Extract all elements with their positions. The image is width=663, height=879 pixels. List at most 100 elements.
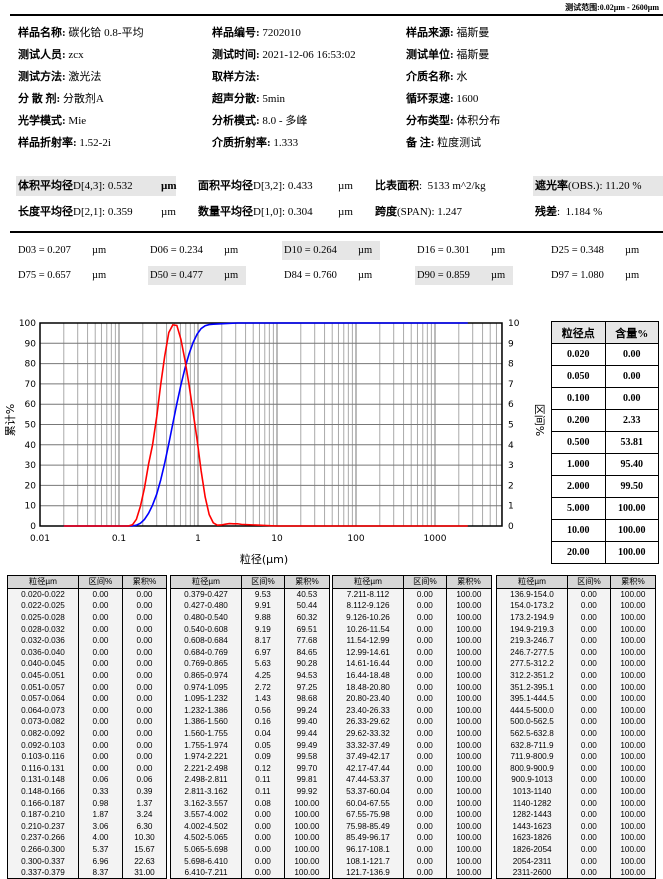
interval-pct: 0.00 <box>567 855 611 867</box>
cumulative-pct: 0.00 <box>136 589 153 599</box>
stat-span: 跨度(SPAN): 1.247 <box>375 206 463 218</box>
cumulative-pct: 100.00 <box>456 601 482 611</box>
info-label: 备 注 <box>406 137 431 149</box>
size-range: 0.148-0.166 <box>7 785 79 798</box>
interval-pct: 5.37 <box>78 843 123 856</box>
info-field: 样品编号: 7202010 <box>212 27 301 39</box>
cumulative-pct: 0.00 <box>136 729 153 739</box>
table-row: 500.0-562.5 0.00 100.00 <box>496 716 656 728</box>
table-row: 11.54-12.99 0.00 100.00 <box>332 634 492 647</box>
info-value: 1.52-2i <box>79 137 111 149</box>
data-table-header: 粒径µm <box>332 575 404 589</box>
percentile-name: D90 <box>417 270 436 281</box>
x-tick: 0.1 <box>112 534 126 544</box>
cumulative-pct: 0.00 <box>136 601 153 611</box>
percentile-name: D25 <box>551 245 570 256</box>
cumulative-pct: 100.00 <box>294 833 320 843</box>
cumulative-pct: 94.53 <box>296 671 318 681</box>
stat-unit: µm <box>161 180 177 192</box>
size-range: 3.557-4.002 <box>170 808 242 821</box>
stat-value: 0.359 <box>107 206 133 218</box>
interval-pct: 0.00 <box>78 716 123 728</box>
size-range: 500.0-562.5 <box>496 716 568 728</box>
size-range: 900.9-1013 <box>496 774 568 786</box>
y2-tick: 9 <box>508 339 514 349</box>
table-row: 23.40-26.33 0.00 100.00 <box>332 704 492 717</box>
size-range: 53.37-60.04 <box>332 785 404 798</box>
interval-pct: 9.19 <box>241 623 285 635</box>
cumulative-pct: 100.00 <box>456 624 482 634</box>
test-range-value: 0.02µm - 2600µm <box>599 3 659 12</box>
table-row: 0.022-0.025 0.00 0.00 <box>7 600 167 612</box>
cumulative-pct: 0.00 <box>136 636 153 646</box>
point-row: 0.500 53.81 <box>551 431 659 454</box>
stat-label: 长度平均径 <box>18 206 73 218</box>
cumulative-pct: 0.00 <box>136 647 153 657</box>
x-tick: 100 <box>347 534 364 544</box>
size-range: 23.40-26.33 <box>332 704 404 717</box>
percentile-d75: D75 = 0.657 µm <box>16 266 114 285</box>
point-content: 100.00 <box>604 541 659 564</box>
table-row: 0.082-0.092 0.00 0.00 <box>7 727 167 740</box>
cumulative-pct: 100.00 <box>620 624 646 634</box>
interval-pct: 0.00 <box>78 762 123 775</box>
size-range: 2054-2311 <box>496 855 568 867</box>
interval-pct: 0.00 <box>78 692 123 705</box>
size-range: 0.036-0.040 <box>7 646 79 659</box>
info-label: 样品名称 <box>18 27 62 39</box>
interval-pct: 0.00 <box>403 646 447 659</box>
cumulative-pct: 97.25 <box>296 682 318 692</box>
info-label: 超声分散 <box>212 93 256 105</box>
cumulative-pct: 100.00 <box>620 833 646 843</box>
size-range: 4.502-5.065 <box>170 832 242 844</box>
info-label: 分 散 剂 <box>18 93 57 105</box>
size-range: 0.769-0.865 <box>170 658 242 670</box>
size-range: 0.051-0.057 <box>7 681 79 693</box>
point-size: 0.500 <box>551 431 606 454</box>
size-range: 0.092-0.103 <box>7 739 79 751</box>
point-size: 5.000 <box>551 497 606 520</box>
stat-label: 比表面积 <box>375 180 419 192</box>
percentile-d90: D90 = 0.859 µm <box>415 266 513 285</box>
table-row: 0.210-0.237 3.06 6.30 <box>7 820 167 833</box>
table-row: 0.020-0.022 0.00 0.00 <box>7 588 167 601</box>
stat-obs: 遮光率(OBS.): 11.20 % <box>533 176 663 196</box>
size-range: 351.2-395.1 <box>496 681 568 693</box>
percentile-name: D97 <box>551 270 570 281</box>
size-range: 26.33-29.62 <box>332 716 404 728</box>
interval-pct: 0.00 <box>78 611 123 624</box>
cumulative-pct: 0.00 <box>136 624 153 634</box>
table-row: 42.17-47.44 0.00 100.00 <box>332 762 492 775</box>
interval-pct: 0.09 <box>241 750 285 763</box>
cumulative-pct: 100.00 <box>294 821 320 831</box>
cumulative-pct: 100.00 <box>456 705 482 715</box>
stat-d10: 数量平均径D[1,0]: 0.304 µm <box>198 202 353 222</box>
interval-pct: 0.00 <box>78 646 123 659</box>
percentile-name: D16 <box>417 245 436 256</box>
percentile-value: 0.207 <box>47 245 71 256</box>
table-row: 18.48-20.80 0.00 100.00 <box>332 681 492 693</box>
info-field: 样品名称: 碳化铪 0.8-平均 <box>18 27 144 39</box>
interval-pct: 0.00 <box>403 623 447 635</box>
interval-pct: 0.00 <box>403 692 447 705</box>
size-range: 1140-1282 <box>496 797 568 809</box>
size-range: 0.187-0.210 <box>7 808 79 821</box>
info-label: 介质折射率 <box>212 137 267 149</box>
table-row: 0.187-0.210 1.87 3.24 <box>7 808 167 821</box>
stat-sub: D[3,2] <box>253 180 283 192</box>
percentile-name: D06 <box>150 245 169 256</box>
info-value: 粒度测试 <box>437 137 482 149</box>
point-row: 5.000 100.00 <box>551 497 659 520</box>
interval-pct: 9.91 <box>241 600 285 612</box>
table-row: 2311-2600 0.00 100.00 <box>496 866 656 879</box>
cumulative-pct: 100.00 <box>456 613 482 623</box>
info-label: 样品来源 <box>406 27 450 39</box>
info-label: 分布类型 <box>406 115 450 127</box>
interval-pct: 0.00 <box>78 634 123 647</box>
percentile-d97: D97 = 1.080 µm <box>549 266 643 285</box>
table-row: 67.55-75.98 0.00 100.00 <box>332 808 492 821</box>
x-tick: 0.01 <box>30 534 50 544</box>
stat-label: 残差 <box>535 206 557 218</box>
interval-pct: 0.00 <box>403 774 447 786</box>
size-range: 1.755-1.974 <box>170 739 242 751</box>
